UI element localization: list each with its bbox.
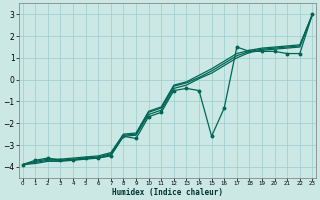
X-axis label: Humidex (Indice chaleur): Humidex (Indice chaleur) bbox=[112, 188, 223, 197]
